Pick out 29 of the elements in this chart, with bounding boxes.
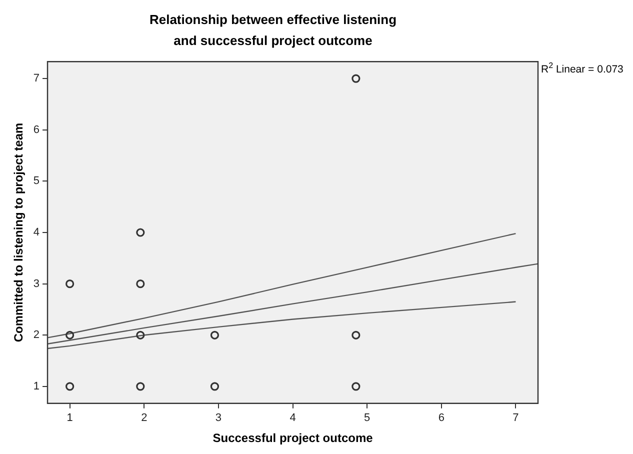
x-tick-label: 7 — [512, 412, 519, 424]
point — [136, 228, 145, 237]
x-tick-label: 3 — [215, 412, 222, 424]
x-tick-label: 5 — [364, 412, 370, 424]
x-tick-label: 2 — [141, 412, 148, 424]
point — [352, 330, 360, 340]
y-tick-label: 6 — [33, 124, 40, 136]
x-tick-label: 4 — [290, 412, 296, 424]
y-tick-label: 3 — [33, 278, 40, 290]
chart-title: Relationship between effective listening and successful project outcome — [149, 12, 397, 48]
point — [352, 382, 360, 391]
point — [136, 382, 145, 391]
point — [66, 382, 74, 391]
y-axis-title: Committed to listening to project team — [12, 122, 26, 342]
point — [210, 330, 220, 340]
point — [210, 382, 220, 391]
x-tick-label: 1 — [66, 412, 73, 424]
x-axis-title: Successful project outcome — [212, 431, 374, 446]
y-tick-label: 1 — [33, 380, 40, 392]
point — [136, 280, 145, 288]
point — [66, 280, 74, 288]
y-tick-label: 5 — [33, 175, 40, 188]
y-tick-label: 7 — [33, 72, 40, 85]
x-tick-label: 6 — [438, 412, 444, 424]
y-tick-label: 4 — [33, 226, 40, 239]
point — [136, 330, 145, 340]
point — [66, 330, 74, 340]
point — [352, 74, 360, 83]
y-tick-label: 2 — [33, 329, 40, 342]
